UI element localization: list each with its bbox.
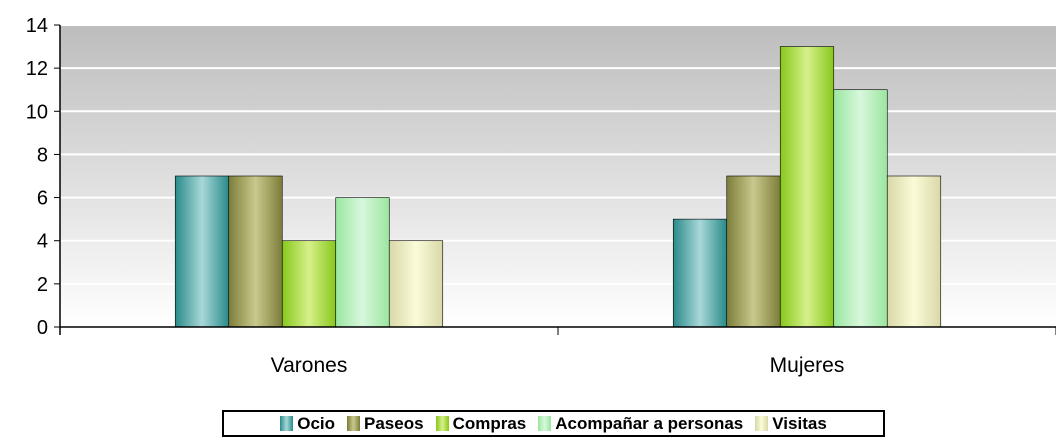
legend-label: Compras xyxy=(452,413,527,433)
bar-ocio-mujeres xyxy=(672,218,728,328)
y-tick-label: 10 xyxy=(26,101,48,123)
legend-swatch xyxy=(755,416,769,431)
legend-swatch xyxy=(538,416,552,431)
bar-paseos-varones xyxy=(228,175,283,328)
y-tick-label: 14 xyxy=(26,15,48,37)
y-tick-label: 2 xyxy=(37,274,48,296)
bar-compras-varones xyxy=(281,240,337,328)
bar-ocio-varones xyxy=(174,175,230,328)
bars xyxy=(174,46,942,328)
legend-item: Visitas xyxy=(755,414,827,434)
axes xyxy=(54,24,1056,335)
y-tick-label: 4 xyxy=(37,231,48,253)
legend-item: Ocio xyxy=(280,414,335,434)
legend-item: Compras xyxy=(435,413,527,434)
y-tick-label: 8 xyxy=(37,144,48,166)
bar-compras-mujeres xyxy=(779,46,835,328)
bar-visitas-mujeres xyxy=(886,175,942,328)
x-category-label: Mujeres xyxy=(770,354,845,377)
legend-item: Paseos xyxy=(347,414,424,434)
legend-swatch xyxy=(435,416,449,431)
x-category-labels: Varones Mujeres xyxy=(271,354,845,377)
bar-chart: 0 2 4 6 8 10 12 14 Varones Mujeres xyxy=(26,15,1056,377)
legend-swatch xyxy=(280,416,294,431)
x-category-label: Varones xyxy=(271,354,348,377)
y-tick-label: 6 xyxy=(37,188,48,210)
legend-swatch xyxy=(347,416,361,431)
legend-item: Acompañar a personas xyxy=(538,414,743,434)
bar-acompañar-a-personas-mujeres xyxy=(833,89,888,328)
legend-label: Visitas xyxy=(772,413,827,433)
legend: Ocio Paseos Compras Acompañar a personas Vis… xyxy=(222,410,885,437)
y-tick-label: 0 xyxy=(37,317,48,339)
bar-acompañar-a-personas-varones xyxy=(335,197,390,328)
bar-paseos-mujeres xyxy=(726,175,781,328)
y-tick-label: 12 xyxy=(26,58,48,80)
y-tick-labels: 0 2 4 6 8 10 12 14 xyxy=(26,15,48,339)
legend-label: Ocio xyxy=(297,413,336,433)
legend-label: Paseos xyxy=(364,413,424,433)
legend-label: Acompañar a personas xyxy=(555,413,744,433)
bar-visitas-varones xyxy=(388,240,444,328)
